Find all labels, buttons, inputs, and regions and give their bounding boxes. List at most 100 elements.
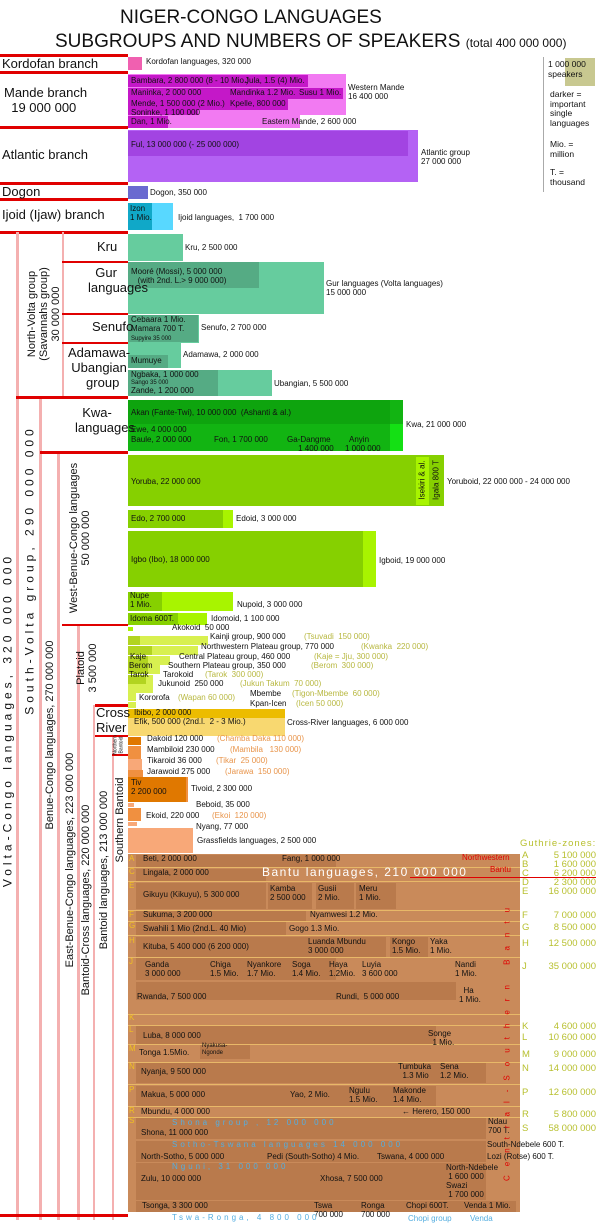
red-line xyxy=(0,198,128,201)
nyanja-label: Nyanja, 9 500 000 xyxy=(141,1067,206,1076)
isekiri-bar xyxy=(416,457,429,505)
guthrie-zone-letter: F xyxy=(522,910,528,921)
bantoid-vertical-label: Bantoid languages, 213 000 000 xyxy=(97,790,110,950)
benue-congo-line xyxy=(57,452,60,1220)
tarokoid-x-label: (Tarok 300 000) xyxy=(205,670,264,679)
bantu-zone-marker: E xyxy=(129,881,135,890)
igala-bar xyxy=(430,457,444,505)
jukunoid-x-label: (Jukun Takum 70 000) xyxy=(240,679,322,688)
chopi-group-label: Chopi group xyxy=(408,1214,452,1223)
zone-line xyxy=(128,881,520,882)
moore-bar xyxy=(128,262,259,288)
senufo-inner-bar xyxy=(128,315,198,342)
moore-label: Mooré (Mossi), 5 000 000 (with 2nd. L.> … xyxy=(131,267,227,285)
tsuvadi-bar xyxy=(128,636,140,645)
mbembe-label: Mbembe xyxy=(250,689,282,698)
bantu-zone-marker: N xyxy=(129,1062,135,1071)
mambiloid-x-label: (Mambila 130 000) xyxy=(230,745,302,754)
guthrie-zone-letter: N xyxy=(522,1063,529,1074)
soninke-label: Soninke, 1 100 000 xyxy=(131,108,200,117)
tiv-label: Tiv 2 200 000 xyxy=(131,778,167,796)
beboid-label: Beboid, 35 000 xyxy=(196,800,250,809)
lingala-label: Lingala, 2 000 000 xyxy=(143,868,209,877)
kpelle-label: Kpelle, 800 000 xyxy=(230,99,286,108)
nupe-bar xyxy=(128,592,162,611)
kru-bar xyxy=(128,234,183,261)
legend-sample: 1 000 000 speakers xyxy=(548,59,586,79)
ekoid-x-label: (Ekoi 120 000) xyxy=(212,811,267,820)
ganda-label: Ganda 3 000 000 xyxy=(145,960,181,978)
guthrie-zone-letter: D xyxy=(522,877,529,888)
zone-line xyxy=(128,1014,520,1015)
grassfields-label: Grassfields languages, 2 500 000 xyxy=(197,836,317,845)
sukuma-label: Sukuma, 3 200 000 xyxy=(143,910,213,919)
swazi-label: Swazi 1 700 000 xyxy=(446,1181,484,1199)
tikaroid-label: Tikaroid 36 000 xyxy=(147,756,202,765)
mandinka-label: Mandinka 1.2 Mio. xyxy=(230,88,296,97)
makua-label: Makua, 5 000 000 xyxy=(141,1090,206,1099)
tsonga-box xyxy=(136,1201,516,1212)
guthrie-zone-letter: J xyxy=(522,961,527,972)
edoid-label: Edoid, 3 000 000 xyxy=(236,514,297,523)
east-benue-vertical-label: East-Benue-Congo languages, 223 000 000 xyxy=(63,752,76,968)
zone-line xyxy=(128,1044,520,1045)
red-line xyxy=(95,735,128,737)
subtitle: SUBGROUPS AND NUMBERS OF SPEAKERS xyxy=(55,31,461,52)
susu-label: Susu 1 Mio. xyxy=(299,88,342,97)
beti-box xyxy=(136,855,336,867)
legend-thousand: T. = thousand xyxy=(550,167,585,187)
izon-bar xyxy=(128,203,152,230)
kaje-label: Kaje xyxy=(130,652,147,661)
nsotho-label: North-Sotho, 5 000 000 xyxy=(141,1152,225,1161)
mumuye-bar xyxy=(128,355,168,368)
nupe-label: Nupe 1 Mio. xyxy=(130,591,152,609)
nwp-label: Northwestern Plateau group, 770 000 xyxy=(201,642,334,651)
bantoid-cross-line xyxy=(93,705,95,1220)
kororofa-x-label: (Wapan 60 000) xyxy=(178,693,236,702)
grassfields-bar xyxy=(128,828,193,853)
idoma-label: Idoma 600T. xyxy=(130,614,175,623)
zone-line xyxy=(128,1025,520,1026)
benue-congo-vertical-label: Benue-Congo languages, 270 000 000 xyxy=(43,640,56,830)
berom-bar xyxy=(128,665,148,674)
fang-label: Fang, 1 000 000 xyxy=(282,854,341,863)
kituba-box xyxy=(136,937,306,957)
nyang-bar xyxy=(128,822,137,826)
red-line xyxy=(0,1214,128,1217)
bantu-zone-marker: G xyxy=(129,921,136,930)
eastern-mande-label: Eastern Mande, 2 600 000 xyxy=(262,117,357,126)
title-line-2: SUBGROUPS AND NUMBERS OF SPEAKERS (total… xyxy=(55,31,566,53)
tumbuka-label: Tumbuka 1.3 Mio xyxy=(398,1062,432,1080)
kamba-box xyxy=(268,883,312,909)
platoid-vertical-label: Platoid 3 500 000 xyxy=(74,643,99,693)
bantu-zone-marker: K xyxy=(129,1013,135,1022)
gur-group-label: Gur languages xyxy=(88,265,148,295)
lozi-label: Lozi (Rotse) 600 T. xyxy=(487,1152,554,1161)
meru-label: Meru 1 Mio. xyxy=(359,884,381,902)
guthrie-zone-count: 5 800 000 xyxy=(553,1109,596,1120)
bantu-zone-marker: F xyxy=(129,910,134,919)
ful-label: Ful, 13 000 000 (- 25 000 000) xyxy=(131,140,240,149)
rwanda-box xyxy=(136,982,456,1000)
tarok-bar xyxy=(128,675,146,684)
guthrie-zone-count: 10 600 000 xyxy=(548,1032,596,1043)
kpan-bar xyxy=(128,702,136,708)
legend-divider xyxy=(543,57,544,192)
guthrie-zone-letter: M xyxy=(522,1049,530,1060)
atlantic-group-label: Atlantic branch xyxy=(2,147,88,162)
igala-vertical-label: Igala 800 T xyxy=(431,460,441,500)
red-line xyxy=(62,624,128,626)
kpan-x-label: (Icen 50 000) xyxy=(296,699,344,708)
zone-line xyxy=(128,1106,520,1107)
kororofa-label: Kororofa xyxy=(139,693,170,702)
susu-bar xyxy=(297,88,343,99)
ubangian-label: Ubangian, 5 500 000 xyxy=(274,379,349,388)
nyankore-label: Nyankore 1.7 Mio. xyxy=(247,960,282,978)
gikuyu-box xyxy=(136,883,266,909)
senufo-group-label: Senufo xyxy=(92,319,134,334)
kpan-label: Kpan-Icen xyxy=(250,699,287,708)
guthrie-zone-letter: P xyxy=(522,1087,529,1098)
zone-line xyxy=(128,957,520,958)
anyin-label: Anyin 1 000 000 xyxy=(345,435,381,453)
senufo-label: Senufo, 2 700 000 xyxy=(201,323,267,332)
